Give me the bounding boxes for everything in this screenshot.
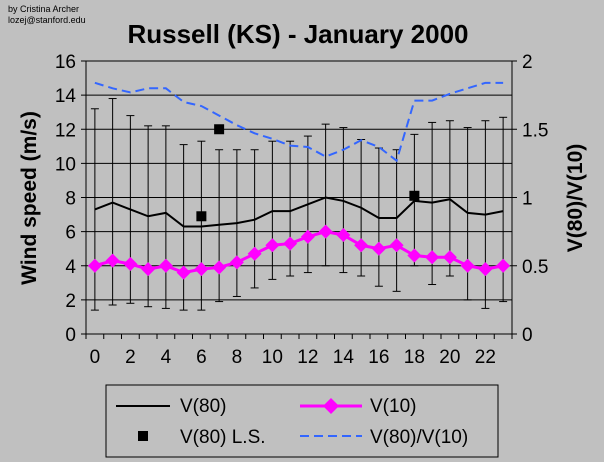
legend-box [105, 384, 499, 458]
credit-email: lozej@stanford.edu [8, 15, 86, 25]
x-tick-label: 2 [125, 347, 136, 368]
v10-point [283, 236, 298, 251]
v10-point [123, 257, 138, 272]
x-tick-label: 14 [333, 347, 355, 368]
v10-point [318, 224, 333, 239]
y2-tick-label: 1.5 [522, 120, 548, 141]
v10-point [212, 260, 227, 275]
v10-point [300, 229, 315, 244]
x-tick-label: 18 [404, 347, 425, 368]
y2-axis-label: V(80)/V(10) [564, 144, 587, 253]
y-tick-label: 0 [65, 325, 76, 346]
v80-series-line [94, 196, 504, 228]
ls-point [196, 211, 207, 222]
v10-point [460, 258, 475, 273]
legend-v10-diamond-swatch [323, 398, 339, 414]
v10-point [336, 228, 351, 243]
v10-point [442, 250, 457, 265]
x-tick-label: 0 [90, 347, 101, 368]
legend-v80-label: V(80) [180, 396, 226, 417]
y-tick-label: 10 [55, 154, 76, 175]
v10-point [105, 253, 120, 268]
x-tick-label: 4 [161, 347, 172, 368]
x-tick-label: 12 [297, 347, 318, 368]
v10-point [478, 262, 493, 277]
x-tick-label: 22 [475, 347, 496, 368]
legend-ls-label: V(80) L.S. [180, 427, 266, 448]
ls-point [214, 124, 225, 135]
legend: V(80) V(10) V(80) L.S. V(80)/V(10) [105, 384, 499, 458]
y-axis-label: Wind speed (m/s) [18, 111, 41, 285]
y-tick-label: 6 [65, 223, 76, 244]
v10-point [496, 258, 511, 273]
v10-point [158, 258, 173, 273]
y-tick-label: 16 [55, 52, 76, 73]
v10-point [141, 262, 156, 277]
v10-point [265, 238, 280, 253]
credit-author: by Cristina Archer [8, 4, 79, 14]
chart-title: Russell (KS) - January 2000 [127, 19, 468, 49]
y2-tick-label: 0 [522, 325, 533, 346]
y-tick-label: 14 [55, 86, 77, 107]
v10-point [371, 241, 386, 256]
v10-point [407, 248, 422, 263]
y-tick-label: 2 [65, 291, 76, 312]
v10-point [176, 265, 191, 280]
x-tick-label: 8 [232, 347, 243, 368]
x-tick-label: 6 [196, 347, 207, 368]
y-tick-label: 8 [65, 189, 76, 210]
v10-point [229, 255, 244, 270]
y2-tick-label: 1 [522, 189, 533, 210]
ratio-series-line [94, 81, 504, 163]
v10-point [354, 238, 369, 253]
v10-point [87, 258, 102, 273]
y2-tick-label: 2 [522, 52, 533, 73]
v10-point [194, 262, 209, 277]
v10-point [389, 238, 404, 253]
legend-ratio-label: V(80)/V(10) [370, 427, 468, 448]
legend-ls-square-swatch [138, 431, 148, 441]
legend-v10-label: V(10) [370, 396, 416, 417]
y-tick-label: 4 [65, 257, 76, 278]
x-tick-label: 20 [439, 347, 460, 368]
v10-point [247, 246, 262, 261]
x-tick-label: 10 [262, 347, 283, 368]
ls-point [409, 190, 420, 201]
y-tick-label: 12 [55, 120, 76, 141]
v10-point [425, 250, 440, 265]
y2-tick-label: 0.5 [522, 257, 548, 278]
x-tick-label: 16 [368, 347, 389, 368]
